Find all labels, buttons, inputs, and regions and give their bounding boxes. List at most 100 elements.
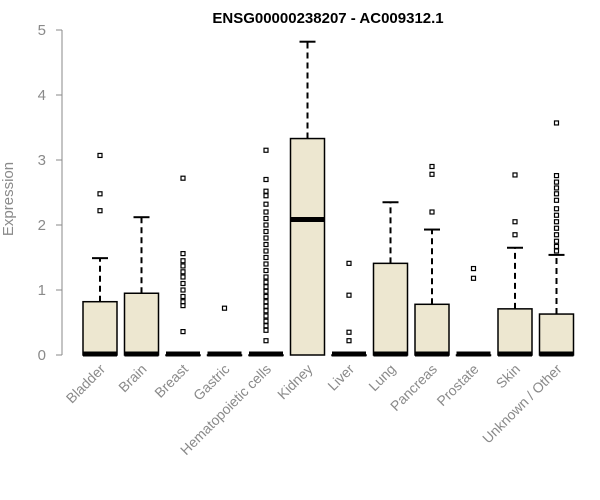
outlier-point <box>512 232 518 238</box>
outlier-point <box>553 219 560 225</box>
outlier-point <box>263 284 269 290</box>
outlier-point <box>346 338 352 344</box>
outlier-point <box>346 260 352 266</box>
outlier-point <box>553 212 560 218</box>
outlier-point <box>553 173 560 179</box>
x-tick-label: Skin <box>493 361 524 392</box>
outlier-point <box>180 274 186 280</box>
outlier-point <box>263 308 269 314</box>
outlier-point <box>180 175 186 181</box>
outlier-point <box>553 238 560 244</box>
outlier-point <box>263 299 269 305</box>
outlier-point <box>553 191 560 197</box>
x-tick-label: Breast <box>151 361 191 401</box>
outlier-point <box>553 197 560 203</box>
outlier-point <box>553 232 560 238</box>
outlier-point <box>553 120 560 126</box>
box-group <box>206 305 243 357</box>
box <box>497 308 533 356</box>
outlier-point <box>180 280 186 287</box>
box-group <box>82 152 118 357</box>
outlier-point <box>263 235 269 241</box>
outlier-point <box>263 338 269 344</box>
box-group <box>123 216 160 357</box>
outlier-point <box>263 318 269 324</box>
outlier-point <box>263 147 269 153</box>
y-tick-label: 0 <box>38 347 46 364</box>
outlier-point <box>263 228 269 235</box>
outlier-point <box>180 251 186 257</box>
y-axis: 0 1 2 3 4 5 <box>38 22 62 364</box>
outlier-point <box>553 185 560 191</box>
outlier-point <box>180 269 186 275</box>
boxplot-series <box>82 40 575 357</box>
outlier-point <box>221 305 228 311</box>
outlier-point <box>553 248 560 254</box>
box-group <box>248 147 284 357</box>
outlier-point <box>263 209 269 215</box>
outlier-point <box>470 275 477 281</box>
outlier-point <box>263 303 269 309</box>
outlier-point <box>180 293 186 300</box>
outlier-point <box>263 293 269 300</box>
outlier-point <box>263 313 269 319</box>
outlier-point <box>180 299 186 305</box>
outlier-point <box>263 327 269 333</box>
x-tick-label: Bladder <box>63 361 109 407</box>
y-tick-label: 4 <box>38 87 46 104</box>
outlier-point <box>553 179 560 185</box>
chart-title: ENSG00000238207 - AC009312.1 <box>212 10 443 27</box>
box <box>123 292 160 356</box>
box <box>538 313 575 356</box>
outlier-point <box>553 225 560 231</box>
box-group <box>331 260 367 357</box>
outlier-point <box>429 209 435 215</box>
x-tick-label: Prostate <box>433 361 481 409</box>
outlier-point <box>263 323 269 329</box>
outlier-point <box>263 222 269 228</box>
outlier-point <box>429 171 435 177</box>
outlier-point <box>553 206 560 212</box>
x-tick-label: Liver <box>324 361 357 394</box>
x-tick-label: Kidney <box>274 361 316 403</box>
outlier-point <box>553 243 560 250</box>
outlier-point <box>263 254 269 261</box>
box-group <box>497 172 533 357</box>
box-group <box>455 265 492 357</box>
box-group <box>414 163 450 357</box>
outlier-point <box>263 267 269 274</box>
outlier-point <box>429 163 435 170</box>
box-group <box>538 120 575 357</box>
box-group <box>372 201 409 357</box>
y-tick-label: 3 <box>38 152 46 169</box>
y-tick-label: 1 <box>38 282 46 299</box>
box-group <box>289 40 326 356</box>
outlier-point <box>180 329 186 335</box>
outlier-point <box>263 241 269 248</box>
outlier-point <box>470 265 477 272</box>
outlier-point <box>97 208 103 214</box>
outlier-point <box>263 261 269 267</box>
box <box>372 262 409 356</box>
y-tick-label: 2 <box>38 217 46 234</box>
outlier-point <box>180 258 186 264</box>
outlier-point <box>263 176 269 183</box>
outlier-point <box>180 263 186 269</box>
outlier-point <box>263 274 269 280</box>
outlier-point <box>263 288 269 294</box>
x-tick-label: Brain <box>115 361 149 395</box>
box-group <box>165 175 201 357</box>
outlier-point <box>263 248 269 254</box>
outlier-point <box>263 215 269 222</box>
outlier-point <box>263 201 269 207</box>
outlier-point <box>346 292 352 298</box>
outlier-point <box>512 219 518 225</box>
outlier-point <box>263 279 269 285</box>
x-tick-label: Lung <box>365 361 398 394</box>
outlier-point <box>512 172 518 178</box>
box <box>414 303 450 356</box>
y-axis-label: Expression <box>0 162 17 236</box>
outlier-point <box>97 152 103 159</box>
